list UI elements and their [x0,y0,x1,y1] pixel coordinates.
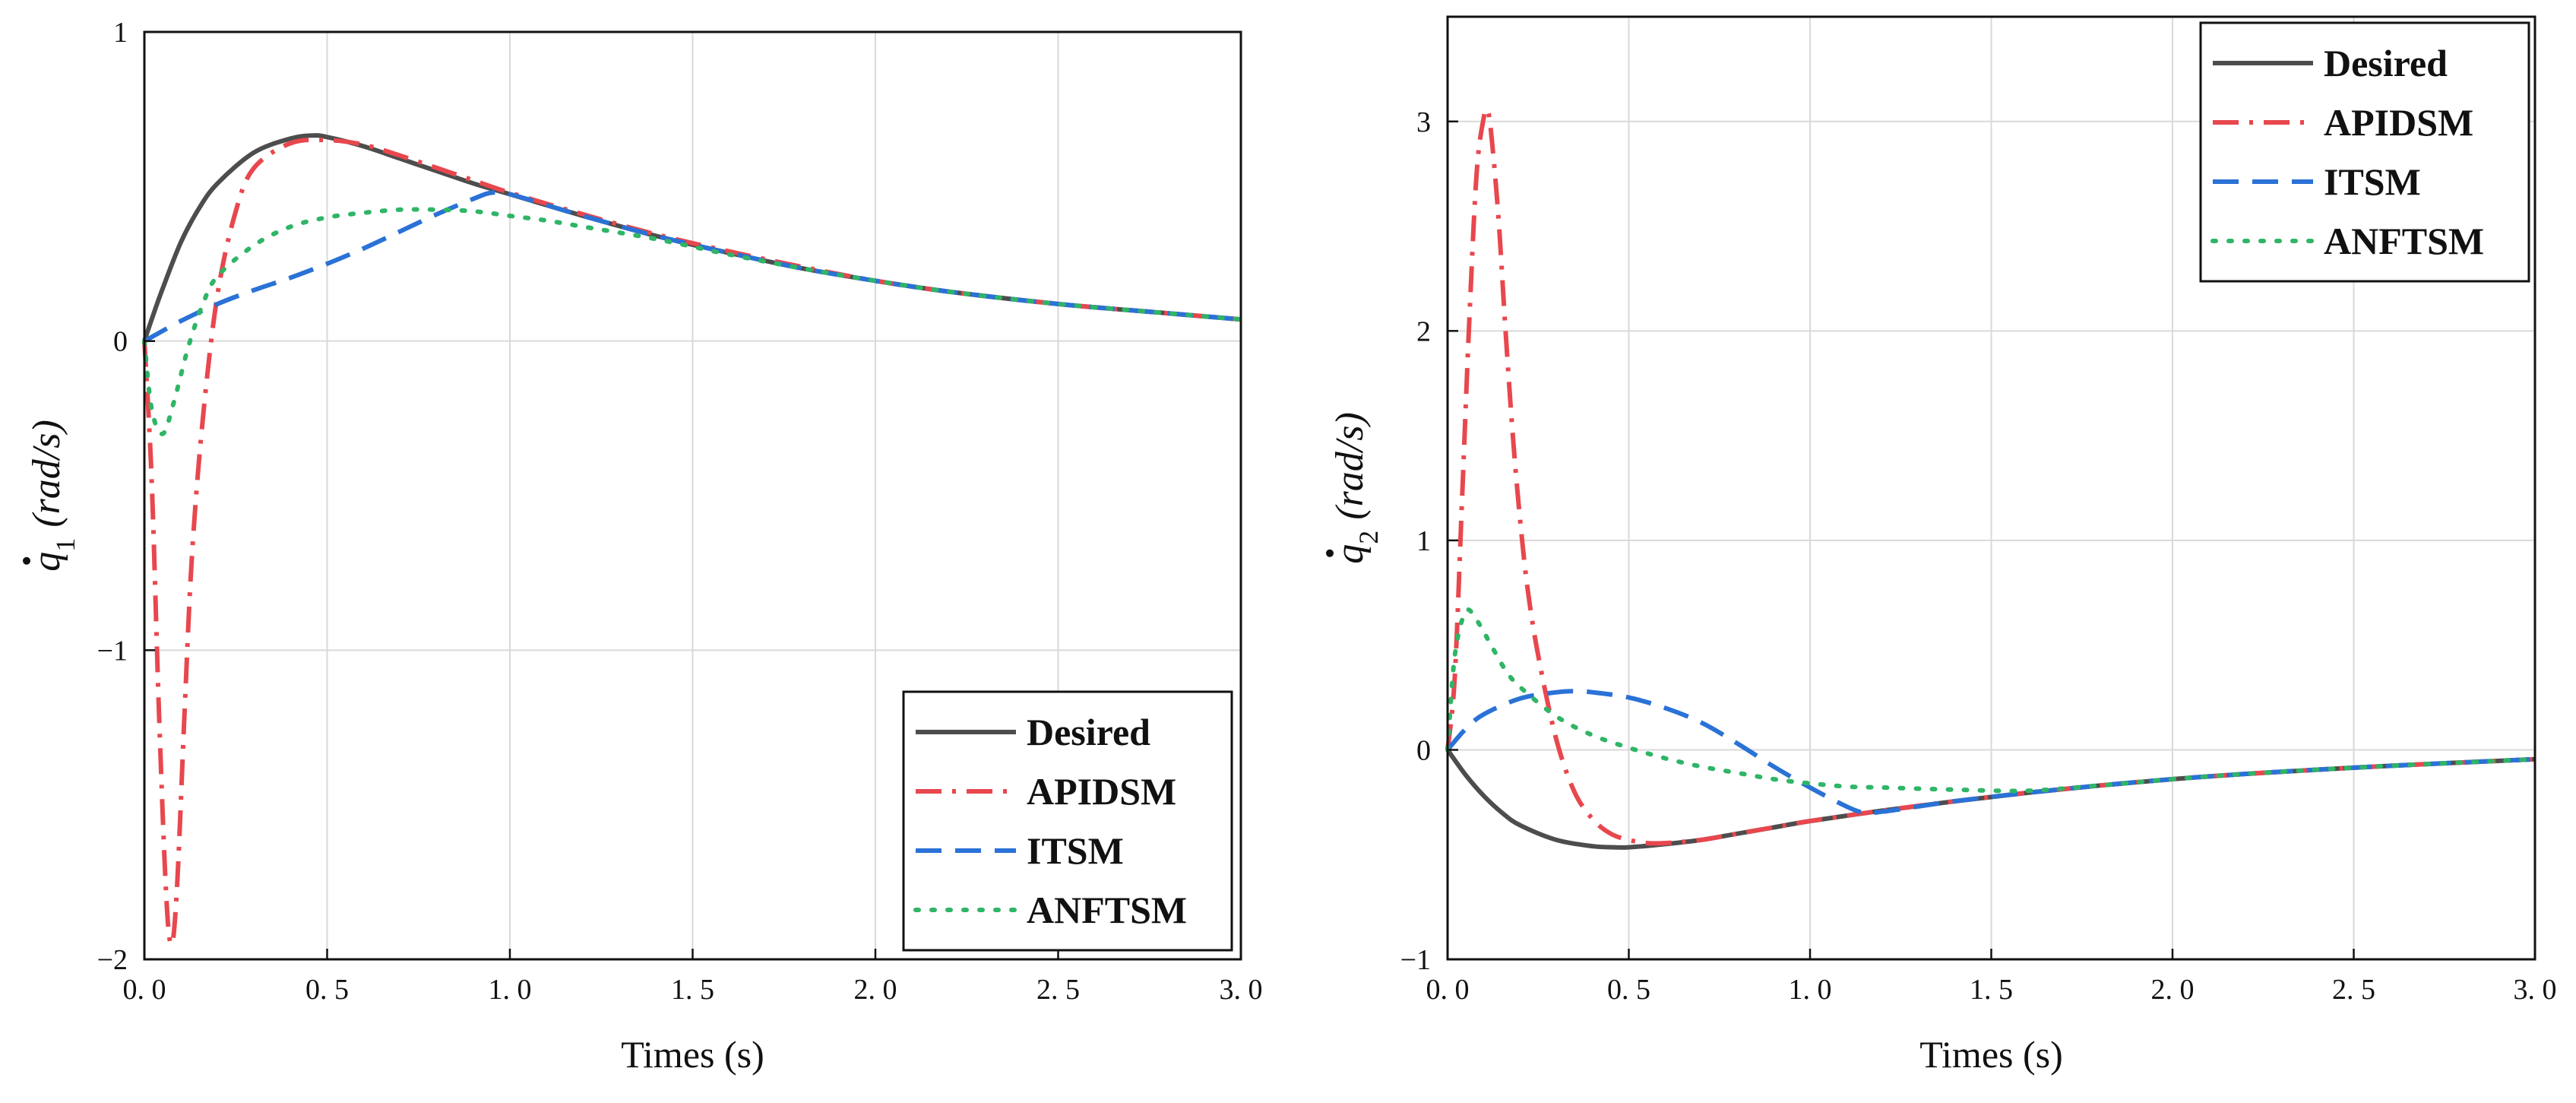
chart-right-ylabel-subscript: 2 [1353,531,1384,544]
chart-left-ylabel: q1 (rad/s) [23,420,81,572]
chart-left-legend-label-itsm: ITSM [1027,829,1124,872]
chart-right-ylabel-symbol: q [1328,544,1372,564]
chart-right-xtick-label: 1. 5 [1970,974,2013,1006]
chart-right-series-anftsm-line [1445,607,2537,794]
chart-left-legend-label-desired: Desired [1027,711,1150,753]
chart-right-legend-label-itsm: ITSM [2324,160,2421,203]
chart-left-ylabel-subscript: 1 [50,538,81,552]
svg-text:q2(rad/s): q2 (rad/s) [1328,412,1384,564]
chart-left-series [142,133,1243,947]
chart-left-ytick-labels: −2 −1 0 1 [97,17,128,976]
chart-right-legend-label-desired: Desired [2324,42,2448,84]
chart-left-xtick-label: 1. 0 [489,974,532,1006]
chart-left-legend-label-apidsm: APIDSM [1027,770,1176,813]
chart-right-xtick-label: 1. 0 [1789,974,1832,1006]
chart-left-ytick-label: −1 [97,635,128,667]
chart-left-ytick-label: −2 [97,944,128,976]
chart-right-legend: Desired APIDSM ITSM ANFTSM [2199,21,2530,283]
chart-left-xtick-label: 0. 5 [305,974,349,1006]
svg-text:q1(rad/s): q1 (rad/s) [25,420,81,572]
chart-right-legend-label-anftsm: ANFTSM [2324,220,2484,262]
chart-left-xtick-labels: 0. 0 0. 5 1. 0 1. 5 2. 0 2. 5 3. 0 [123,974,1263,1006]
chart-left-xtick-label: 1. 5 [671,974,714,1006]
chart-right-ytick-label: 2 [1416,315,1431,347]
chart-left-xtick-label: 3. 0 [1220,974,1263,1006]
chart-right-ticks [1446,120,2536,961]
chart-right-ylabel-unit: (rad/s) [1328,412,1372,520]
chart-right-xtick-label: 0. 0 [1426,974,1470,1006]
chart-left-ytick-label: 0 [113,326,128,358]
chart-left-legend-box [902,690,1233,952]
chart-left-legend-entries: Desired APIDSM ITSM ANFTSM [913,711,1187,931]
chart-left-legend-label-anftsm: ANFTSM [1027,889,1187,931]
chart-right-xlabel: Times (s) [1919,1033,2062,1076]
chart-left-series-anftsm-line [142,207,1243,436]
chart-right-xtick-labels: 0. 0 0. 5 1. 0 1. 5 2. 0 2. 5 3. 0 [1426,974,2557,1006]
chart-left-ytick-label: 1 [113,17,128,49]
chart-right-ytick-label: −1 [1400,944,1431,976]
chart-right-xtick-label: 2. 5 [2332,974,2375,1006]
chart-left-xlabel: Times (s) [621,1033,764,1076]
chart-left-series-itsm-line [143,189,1242,344]
chart-left-ylabel-symbol: q [25,552,68,572]
chart-right-series-itsm-line [1445,689,2536,816]
chart-right-legend-entries: Desired APIDSM ITSM ANFTSM [2210,42,2484,262]
chart-left-xtick-label: 2. 0 [854,974,897,1006]
chart-left-xtick-label: 2. 5 [1036,974,1080,1006]
chart-right-grid [1448,17,2535,959]
chart-left: 0. 0 0. 5 1. 0 1. 5 2. 0 2. 5 3. 0 −2 −1 0 1 Time… [23,17,1263,1076]
chart-right-series [1445,106,2537,850]
chart-left-xtick-label: 0. 0 [123,974,166,1006]
chart-right-xtick-label: 2. 0 [2151,974,2195,1006]
chart-right-ylabel-dot [1326,549,1334,557]
chart-right-xtick-label: 3. 0 [2514,974,2557,1006]
chart-right-xtick-label: 0. 5 [1607,974,1650,1006]
chart-right-ytick-label: 3 [1416,106,1431,138]
chart-right-legend-box [2199,21,2530,283]
chart-right-ytick-label: 1 [1416,525,1431,557]
chart-right-ylabel: q2 (rad/s) [1326,412,1384,564]
chart-right-ytick-labels: −1 0 1 2 3 [1400,106,1431,976]
chart-right-legend-label-apidsm: APIDSM [2324,101,2473,144]
chart-left-grid [144,32,1241,959]
chart-left-ylabel-unit: (rad/s) [25,420,68,528]
chart-right: 0. 0 0. 5 1. 0 1. 5 2. 0 2. 5 3. 0 −1 0 1 2 3 Time… [1326,15,2557,1076]
chart-left-legend: Desired APIDSM ITSM ANFTSM [902,690,1233,952]
chart-left-ylabel-dot [23,556,30,565]
chart-right-ytick-label: 0 [1416,734,1431,766]
chart-left-series-apidsm-line [142,137,1242,947]
